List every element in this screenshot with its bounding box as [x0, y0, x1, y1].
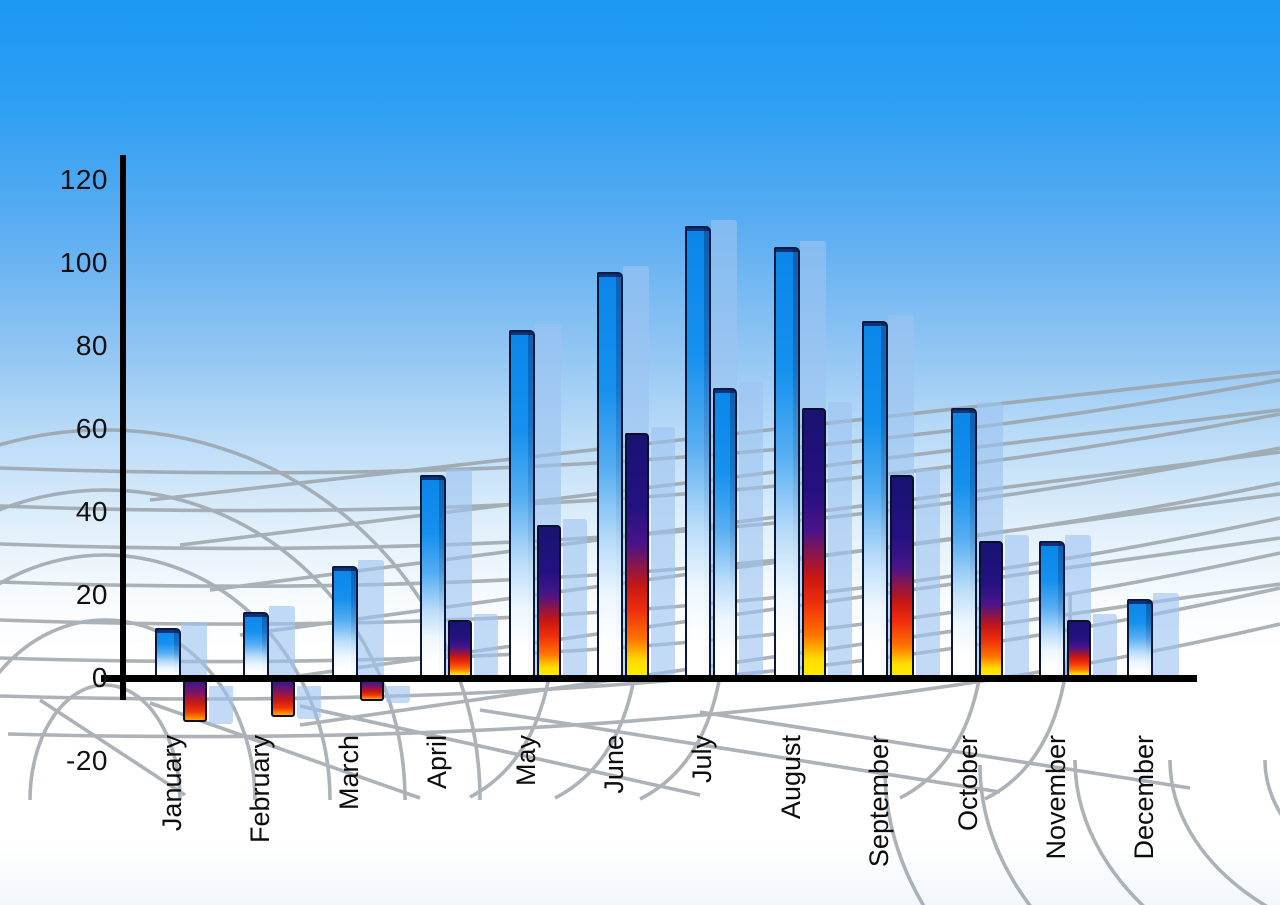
bar-march-series2 [359, 682, 384, 701]
x-axis-label-july: July [687, 735, 718, 784]
bar-august-series2 [801, 408, 826, 678]
bar-november-series1 [1039, 541, 1065, 678]
bar-shadow-september-series2 [916, 468, 941, 675]
x-axis-label-december: December [1129, 735, 1160, 860]
x-axis-label-january: January [157, 735, 187, 832]
bar-shadow-july-series2 [739, 381, 764, 675]
bar-july-series1 [685, 226, 712, 678]
bar-may-series1 [508, 329, 535, 679]
bar-april-series2 [448, 619, 473, 678]
y-tick-label-0: 0 [91, 662, 108, 693]
bar-shadow-march-series2 [385, 686, 410, 703]
y-tick-label-20: 20 [75, 579, 108, 611]
bar-shadow-november-series2 [1093, 613, 1117, 675]
bar-september-series1 [862, 321, 889, 678]
y-tick-label-40: 40 [75, 496, 108, 528]
y-tick-label--20: -20 [66, 744, 108, 776]
y-tick-label-60: 60 [75, 413, 108, 445]
x-axis-label-may: May [510, 735, 541, 787]
bar-july-series2 [713, 387, 738, 679]
x-axis-label-september: September [864, 735, 895, 868]
bar-shadow-june-series2 [651, 427, 675, 675]
x-axis-label-november: November [1041, 735, 1071, 860]
bar-january-series2 [183, 682, 207, 722]
bar-august-series1 [773, 246, 800, 679]
x-axis-label-october: October [952, 735, 983, 832]
bar-september-series2 [890, 474, 915, 678]
bar-october-series2 [978, 541, 1003, 678]
bar-shadow-february-series1 [269, 605, 296, 675]
bar-january-series1 [155, 628, 181, 678]
bar-december-series1 [1127, 599, 1154, 678]
bar-shadow-april-series2 [474, 613, 499, 675]
bar-shadow-december-series1 [1153, 593, 1180, 675]
bar-shadow-january-series1 [181, 622, 207, 675]
x-axis-label-february: February [245, 735, 276, 844]
bar-october-series1 [950, 408, 977, 678]
bar-shadow-march-series1 [357, 560, 384, 675]
bar-april-series1 [420, 474, 447, 679]
bar-shadow-may-series2 [562, 518, 587, 675]
x-axis-line [101, 675, 1197, 682]
bar-march-series1 [331, 566, 358, 678]
y-axis-line [120, 155, 126, 700]
bar-february-series1 [243, 611, 270, 679]
bar-may-series2 [536, 524, 561, 678]
x-axis-label-april: April [422, 735, 453, 790]
x-axis-label-march: March [333, 735, 364, 811]
x-axis-label-august: August [775, 735, 806, 820]
bar-november-series2 [1067, 619, 1091, 678]
bar-june-series1 [597, 271, 623, 679]
bar-shadow-january-series2 [209, 686, 233, 724]
y-tick-label-80: 80 [75, 330, 108, 362]
bar-shadow-august-series2 [827, 402, 852, 675]
y-tick-label-100: 100 [59, 247, 108, 279]
y-tick-label-120: 120 [59, 164, 108, 196]
bar-shadow-october-series2 [1004, 535, 1029, 675]
bar-june-series2 [625, 433, 649, 678]
bar-shadow-february-series2 [297, 686, 322, 720]
x-axis-label-june: June [599, 735, 629, 794]
bar-february-series2 [271, 682, 296, 718]
